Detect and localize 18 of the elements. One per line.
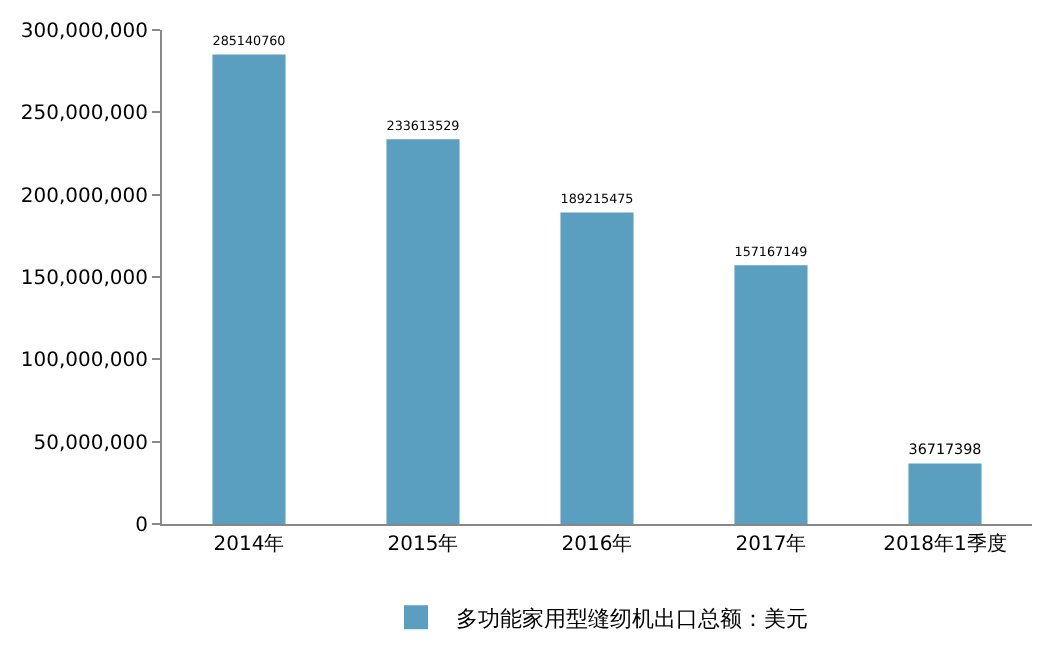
bar (734, 265, 808, 524)
legend-label: 多功能家用型缝纫机出口总额：美元 (456, 605, 808, 632)
y-tick-label: 150,000,000 (20, 268, 148, 290)
y-tick-label: 200,000,000 (20, 185, 148, 208)
bar (386, 139, 460, 524)
bar (908, 463, 982, 524)
x-tick-label: 2014年 (213, 532, 285, 556)
y-tick-label: 300,000,000 (20, 21, 148, 43)
y-tick-label: 50,000,000 (33, 432, 148, 455)
x-tick-label: 2016年 (561, 532, 633, 556)
x-tick-label: 2017年 (735, 532, 807, 556)
bar (560, 212, 634, 524)
y-tick-label: 250,000,000 (20, 103, 148, 126)
x-tick-label: 2018年1季度 (883, 532, 1007, 556)
y-tick-label: 0 (135, 515, 148, 537)
y-tick-label: 100,000,000 (20, 350, 148, 373)
x-tick-label: 2015年 (387, 532, 459, 556)
bar (212, 54, 286, 524)
